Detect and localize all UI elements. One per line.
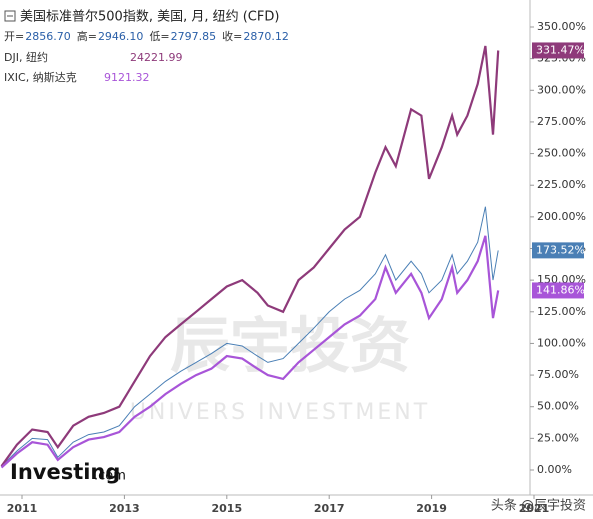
ohlc-value: 2946.10 [98, 30, 144, 43]
logo-suffix: .com [94, 469, 126, 484]
credit: 头条 @辰宇投资 [491, 498, 586, 514]
x-tick-label: 2013 [109, 502, 140, 515]
ohlc-label: 高= [77, 29, 97, 43]
ohlc: 开= 2856.70 高= 2946.10 低= 2797.85 收= 2870.12 [4, 29, 289, 43]
chart-title: 美国标准普尔500指数, 美国, 月, 纽约 (CFD) [20, 10, 279, 25]
series-line [1, 206, 499, 467]
collapse-icon[interactable] [4, 10, 16, 22]
x-tick-label: 2019 [416, 502, 447, 515]
ohlc-value: 2856.70 [25, 30, 71, 43]
y-tick-label: 275.00% [537, 115, 586, 128]
legend: DJI, 纽约 24221.99 IXIC, 纳斯达克 9121.32 [4, 50, 183, 84]
y-tick-label: 200.00% [537, 210, 586, 223]
y-tick-label: 350.00% [537, 20, 586, 33]
y-tick-label: 225.00% [537, 178, 586, 191]
y-tick-label: 125.00% [537, 305, 586, 318]
y-tick-label: 25.00% [537, 431, 579, 444]
x-tick-label: 2011 [7, 502, 38, 515]
legend-value: 24221.99 [130, 51, 183, 64]
legend-value: 9121.32 [104, 71, 150, 84]
x-tick-label: 2015 [211, 502, 242, 515]
watermark-sub: UNIVERS INVESTMENT [130, 400, 430, 425]
series-line [0, 45, 500, 467]
last-value-label: 331.47% [536, 43, 585, 56]
series-line [0, 235, 500, 469]
last-value-label: 173.52% [536, 243, 585, 256]
legend-name: IXIC, 纳斯达克 [4, 71, 77, 84]
x-tick-label: 2021 [519, 502, 550, 515]
ohlc-label: 开= [4, 30, 24, 43]
last-value-box [532, 282, 584, 299]
ohlc-label: 收= [222, 29, 242, 43]
y-tick-label: 0.00% [537, 463, 572, 476]
ohlc-label: 低= [149, 30, 169, 43]
last-value-label: 141.86% [536, 283, 585, 296]
ohlc-value: 2870.12 [243, 30, 289, 43]
last-value-box [532, 42, 584, 59]
y-tick-label: 50.00% [537, 400, 579, 413]
ohlc-value: 2797.85 [171, 30, 217, 43]
logo: Investing [10, 460, 120, 484]
x-tick-label: 2017 [314, 502, 345, 515]
legend-name: DJI, 纽约 [4, 50, 48, 64]
y-tick-label: 300.00% [537, 83, 586, 96]
y-tick-label: 250.00% [537, 147, 586, 160]
last-value-box [532, 242, 584, 259]
y-tick-label: 75.00% [537, 368, 579, 381]
y-tick-label: 100.00% [537, 336, 586, 349]
